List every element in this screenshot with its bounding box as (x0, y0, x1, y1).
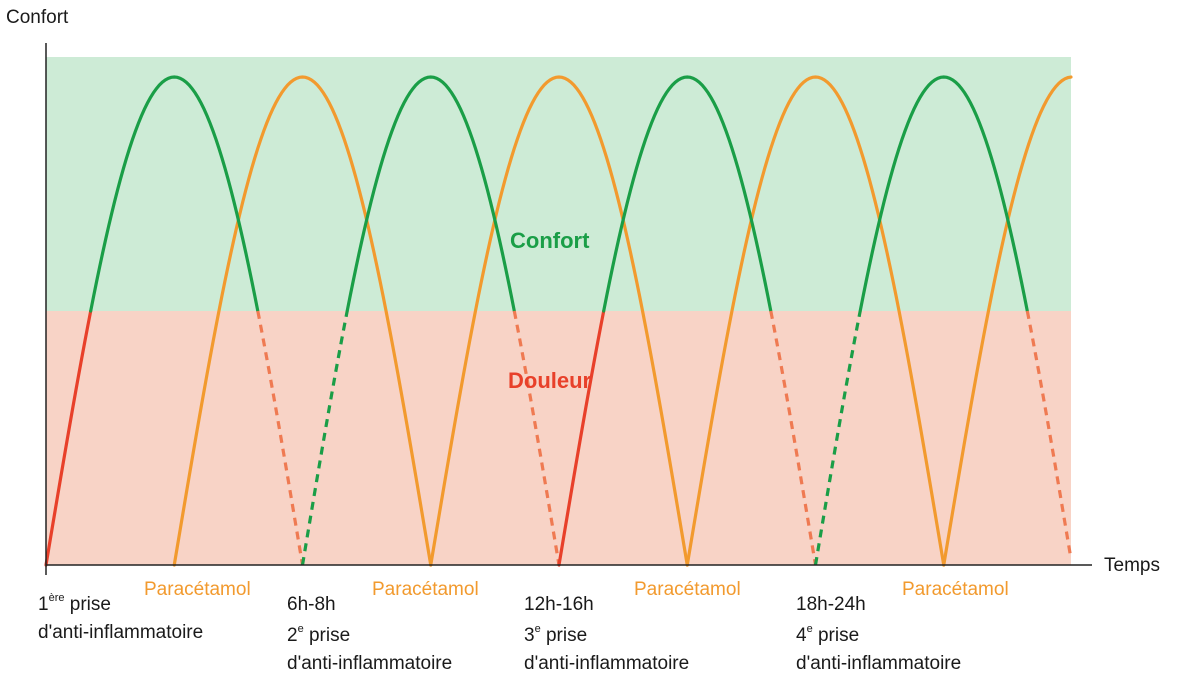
paracetamol-label-2: Paracétamol (372, 579, 479, 600)
douleur-zone (46, 311, 1071, 565)
dose2-label: 2e prise (287, 624, 350, 648)
anti-inflammatoire-fall-1 (256, 310, 305, 566)
dose4-subtitle: d'anti-inflammatoire (796, 653, 962, 674)
dose4-sup: e (806, 623, 813, 635)
anti-inflammatoire-arch-2 (345, 75, 516, 313)
dose2-sup: e (297, 623, 304, 635)
anti-inflammatoire-rise-1 (44, 309, 93, 567)
dose1-label: 1ère prise (38, 593, 111, 617)
curves (44, 75, 1073, 567)
anti-inflammatoire-rise-3 (557, 309, 606, 567)
confort-zone-label: Confort (510, 228, 590, 253)
confort-zone (46, 57, 1071, 311)
dose1-number: 1 (38, 594, 49, 615)
anti-inflammatoire-fall-3 (769, 310, 818, 566)
dose3-time: 12h-16h (524, 594, 594, 615)
paracetamol-label-3: Paracétamol (634, 579, 741, 600)
dose3-label: 3e prise (524, 624, 587, 648)
dose3-subtitle: d'anti-inflammatoire (524, 653, 690, 674)
dose3-sup: e (534, 623, 541, 635)
paracetamol-curve-2 (429, 75, 689, 567)
anti-inflammatoire-arch-1 (89, 75, 260, 313)
paracetamol-curve-1 (172, 75, 433, 567)
paracetamol-curve-3 (685, 75, 946, 567)
dose4-label: 4e prise (796, 624, 859, 648)
dose4-time: 18h-24h (796, 594, 866, 615)
dose1-subtitle: d'anti-inflammatoire (38, 622, 204, 643)
paracetamol-label-1: Paracétamol (144, 579, 251, 600)
anti-inflammatoire-fall-2 (512, 310, 561, 566)
dose3-number: 3 (524, 625, 535, 646)
dose2-number: 2 (287, 625, 298, 646)
dose2-subtitle: d'anti-inflammatoire (287, 653, 453, 674)
anti-inflammatoire-rise-2 (300, 310, 349, 566)
dose2-prise: prise (308, 625, 351, 646)
dose1-prise: prise (69, 594, 111, 615)
dose1-sup: ère (48, 592, 65, 604)
dose4-prise: prise (817, 625, 860, 646)
dose3-prise: prise (545, 625, 588, 646)
anti-inflammatoire-rise-4 (813, 310, 862, 566)
douleur-zone-label: Douleur (508, 368, 592, 393)
anti-inflammatoire-arch-4 (858, 75, 1029, 313)
dose2-time: 6h-8h (287, 594, 336, 615)
anti-inflammatoire-arch-3 (602, 75, 773, 313)
x-axis-label: Temps (1104, 555, 1160, 576)
paracetamol-label-4: Paracétamol (902, 579, 1009, 600)
dose4-number: 4 (796, 625, 807, 646)
y-axis-label: Confort (6, 7, 69, 28)
